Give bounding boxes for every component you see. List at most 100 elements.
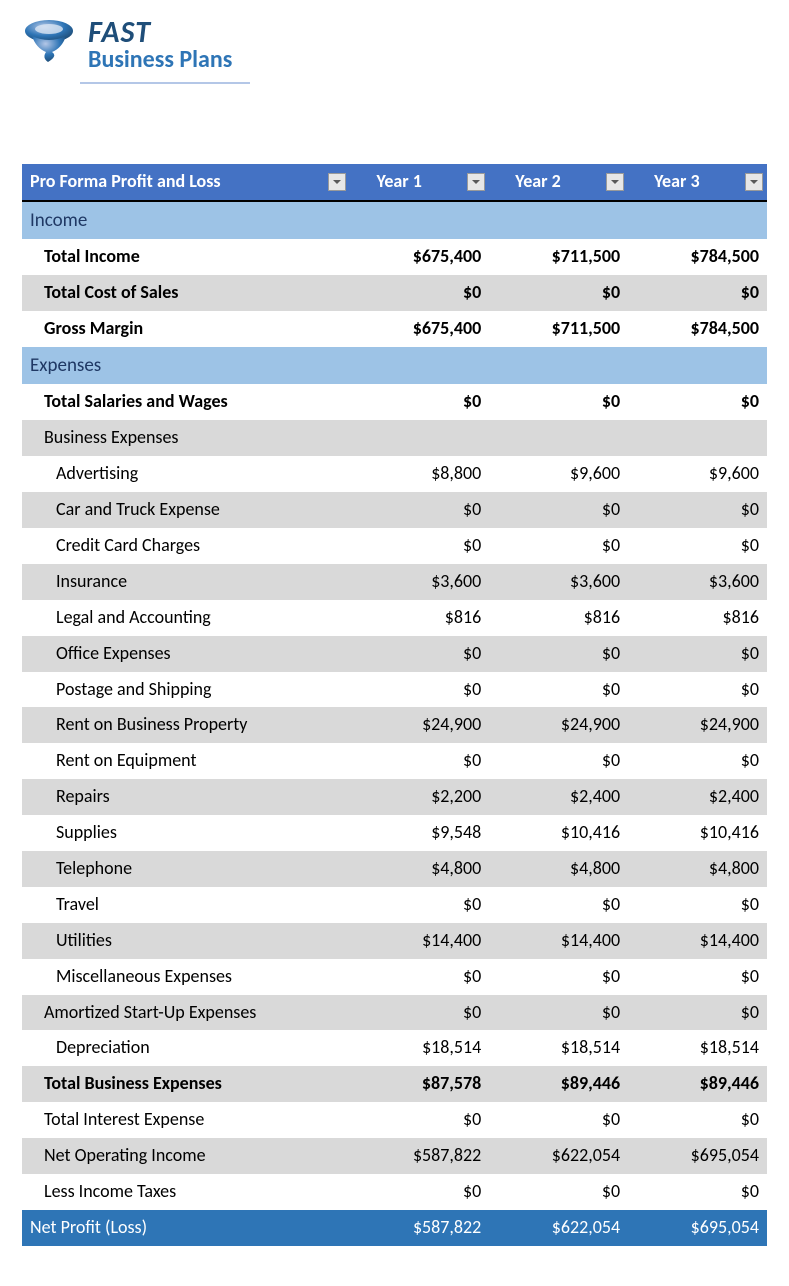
row-value: $0 (489, 275, 628, 311)
table-row: Rent on Equipment$0$0$0 (22, 743, 767, 779)
table-title-cell: Pro Forma Profit and Loss (22, 164, 350, 201)
table-row: Advertising$8,800$9,600$9,600 (22, 456, 767, 492)
row-value: $18,514 (628, 1030, 767, 1066)
row-value: $0 (350, 672, 489, 708)
table-title: Pro Forma Profit and Loss (30, 170, 221, 192)
row-value: $0 (489, 959, 628, 995)
row-value: $89,446 (489, 1066, 628, 1102)
col-header-year2: Year 2 (489, 164, 628, 201)
table-row: Total Business Expenses$87,578$89,446$89… (22, 1066, 767, 1102)
row-value: $24,900 (628, 707, 767, 743)
row-value: $0 (628, 1102, 767, 1138)
row-value: $0 (489, 384, 628, 420)
tornado-icon (22, 18, 76, 72)
row-value: $0 (628, 743, 767, 779)
row-label: Legal and Accounting (22, 600, 350, 636)
row-value: $711,500 (489, 311, 628, 347)
chevron-down-icon (610, 177, 620, 187)
row-value: $0 (628, 1174, 767, 1210)
row-label: Miscellaneous Expenses (22, 959, 350, 995)
row-value: $0 (489, 1102, 628, 1138)
row-label: Travel (22, 887, 350, 923)
row-label: Net Operating Income (22, 1138, 350, 1174)
chevron-down-icon (749, 177, 759, 187)
table-row: Income (22, 201, 767, 239)
row-value: $24,900 (489, 707, 628, 743)
row-value: $14,400 (350, 923, 489, 959)
table-row: Supplies$9,548$10,416$10,416 (22, 815, 767, 851)
row-value: $675,400 (350, 239, 489, 275)
year3-label: Year 3 (654, 170, 699, 192)
chevron-down-icon (471, 177, 481, 187)
row-value (350, 420, 489, 456)
pl-table-wrap: Pro Forma Profit and Loss Year 1 Year 2 (22, 164, 767, 1246)
table-row: Travel$0$0$0 (22, 887, 767, 923)
filter-dropdown-year1[interactable] (467, 173, 485, 191)
filter-dropdown-year3[interactable] (745, 173, 763, 191)
table-row: Utilities$14,400$14,400$14,400 (22, 923, 767, 959)
row-label: Total Business Expenses (22, 1066, 350, 1102)
row-value: $0 (350, 528, 489, 564)
row-value: $0 (628, 492, 767, 528)
table-row: Depreciation$18,514$18,514$18,514 (22, 1030, 767, 1066)
row-value: $0 (628, 636, 767, 672)
row-value: $0 (350, 1102, 489, 1138)
row-label: Utilities (22, 923, 350, 959)
chevron-down-icon (332, 177, 342, 187)
row-label: Insurance (22, 564, 350, 600)
col-header-year1: Year 1 (350, 164, 489, 201)
row-value: $0 (489, 492, 628, 528)
row-value: $2,200 (350, 779, 489, 815)
row-label: Car and Truck Expense (22, 492, 350, 528)
net-profit-value: $695,054 (628, 1210, 767, 1246)
table-row: Telephone$4,800$4,800$4,800 (22, 851, 767, 887)
brand-text: FAST Business Plans (88, 18, 232, 72)
row-value: $0 (350, 959, 489, 995)
table-row: Net Operating Income$587,822$622,054$695… (22, 1138, 767, 1174)
row-value: $587,822 (350, 1138, 489, 1174)
table-row: Less Income Taxes$0$0$0 (22, 1174, 767, 1210)
row-value (489, 420, 628, 456)
table-row: Total Interest Expense$0$0$0 (22, 1102, 767, 1138)
row-value: $89,446 (628, 1066, 767, 1102)
table-row: Legal and Accounting$816$816$816 (22, 600, 767, 636)
filter-dropdown-title[interactable] (328, 173, 346, 191)
table-body: IncomeTotal Income$675,400$711,500$784,5… (22, 201, 767, 1246)
table-row: Amortized Start-Up Expenses$0$0$0 (22, 995, 767, 1031)
row-value: $14,400 (489, 923, 628, 959)
filter-dropdown-year2[interactable] (606, 173, 624, 191)
row-value (628, 420, 767, 456)
row-value: $816 (628, 600, 767, 636)
brand-underline (80, 82, 250, 84)
brand-line1: FAST (88, 18, 232, 48)
row-value: $784,500 (628, 239, 767, 275)
row-value: $816 (350, 600, 489, 636)
row-value: $0 (628, 887, 767, 923)
table-row: Car and Truck Expense$0$0$0 (22, 492, 767, 528)
table-row: Total Cost of Sales$0$0$0 (22, 275, 767, 311)
row-value: $0 (350, 275, 489, 311)
row-value: $0 (489, 672, 628, 708)
row-value: $0 (489, 743, 628, 779)
row-label: Total Cost of Sales (22, 275, 350, 311)
table-row: Rent on Business Property$24,900$24,900$… (22, 707, 767, 743)
row-value: $0 (350, 887, 489, 923)
row-label: Total Interest Expense (22, 1102, 350, 1138)
row-value: $3,600 (350, 564, 489, 600)
year1-label: Year 1 (376, 170, 421, 192)
section-header-cell: Expenses (22, 347, 767, 384)
row-value: $2,400 (489, 779, 628, 815)
table-row: Office Expenses$0$0$0 (22, 636, 767, 672)
brand-line2: Business Plans (88, 48, 232, 72)
row-value: $18,514 (489, 1030, 628, 1066)
row-value: $0 (489, 995, 628, 1031)
row-value: $0 (628, 959, 767, 995)
row-label: Less Income Taxes (22, 1174, 350, 1210)
row-label: Repairs (22, 779, 350, 815)
table-row: Repairs$2,200$2,400$2,400 (22, 779, 767, 815)
row-value: $14,400 (628, 923, 767, 959)
row-value: $0 (489, 528, 628, 564)
row-value: $10,416 (628, 815, 767, 851)
row-value: $4,800 (350, 851, 489, 887)
page: FAST Business Plans Pro Forma Profit and… (0, 0, 789, 1286)
